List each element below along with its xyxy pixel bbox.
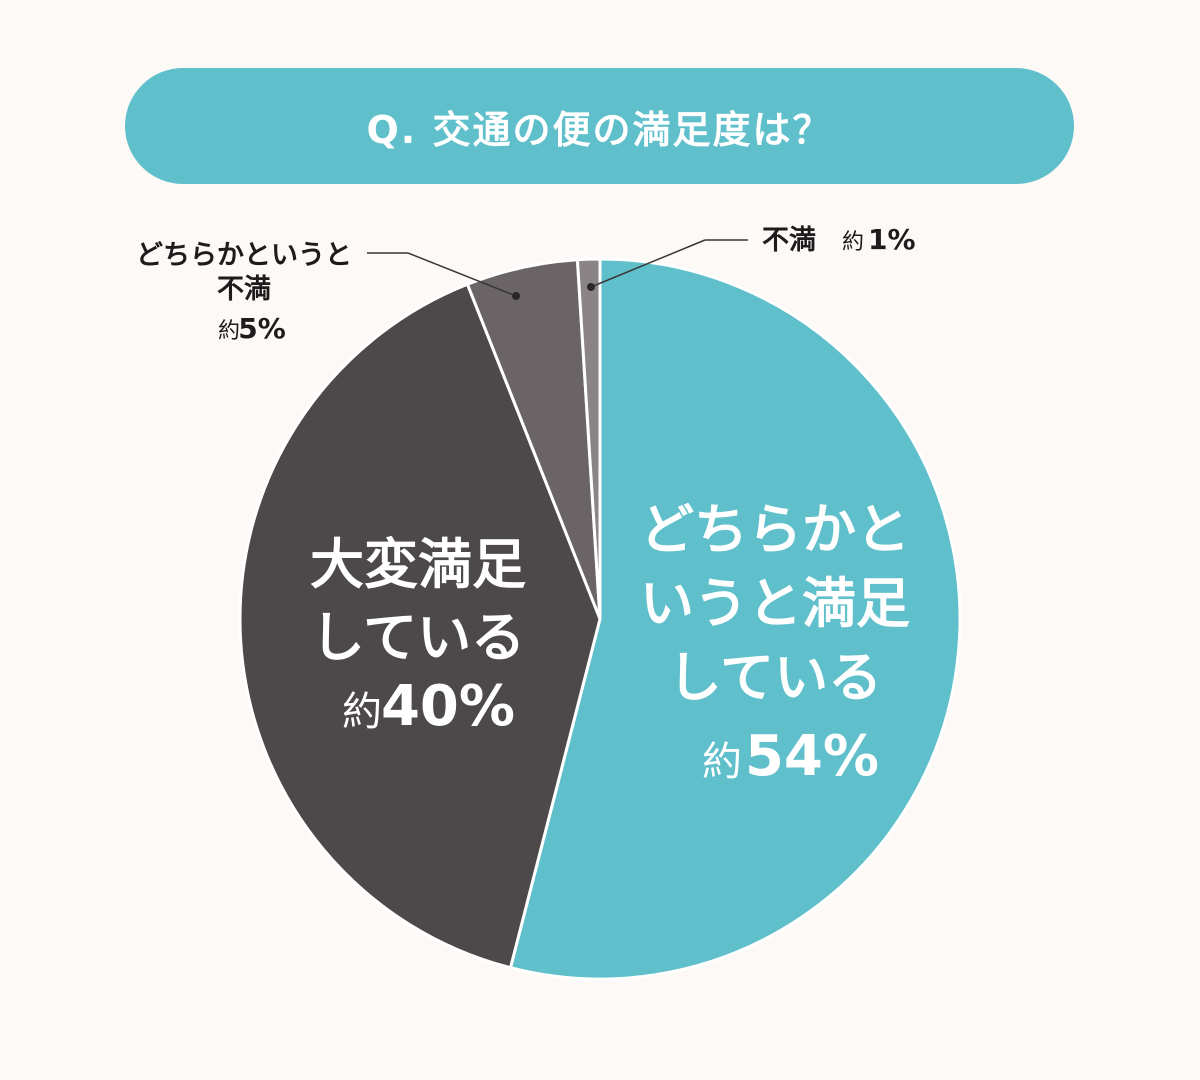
pie-slice-somewhat-satisfied: [508, 257, 962, 981]
callout-value-somewhat-dissatisfied: 5%: [238, 312, 286, 345]
pie-slice-very-satisfied: [238, 282, 602, 970]
callout-label-dissatisfied: 不満: [762, 225, 816, 256]
leader-dot-somewhat-dissatisfied: [512, 292, 520, 300]
pie-slice-dissatisfied: [575, 257, 602, 621]
slice-prefix-somewhat-satisfied: 約: [702, 739, 742, 785]
slice-value-somewhat-satisfied: 54%: [745, 724, 879, 789]
slice-label-somewhat-satisfied-line-2: いうと満足: [640, 572, 910, 635]
leader-dot-dissatisfied: [587, 283, 595, 291]
leader-line-dissatisfied-a: [590, 239, 706, 288]
slice-label-very-satisfied-line-1: 大変満足: [310, 533, 526, 596]
slice-prefix-very-satisfied: 約: [342, 689, 382, 735]
slice-label-very-satisfied-line-2: している: [311, 606, 525, 669]
callout-prefix-dissatisfied: 約: [842, 230, 864, 255]
title-banner: Q. 交通の便の満足度は？: [125, 68, 1074, 184]
slice-label-somewhat-satisfied-line-1: どちらかと: [640, 498, 910, 561]
slice-value-very-satisfied: 40%: [381, 674, 515, 739]
callout-label-somewhat-dissatisfied-line-1: どちらかというと: [136, 240, 352, 271]
callout-label-somewhat-dissatisfied-line-2: 不満: [217, 274, 271, 305]
slice-label-somewhat-satisfied-line-3: している: [668, 646, 882, 709]
chart-title: Q. 交通の便の満足度は？: [366, 107, 833, 152]
pie-slices: [238, 257, 962, 981]
callout-value-dissatisfied: 1%: [868, 223, 916, 256]
callout-prefix-somewhat-dissatisfied: 約: [218, 319, 240, 344]
leader-line-somewhat-dissatisfied-b: [407, 252, 517, 297]
